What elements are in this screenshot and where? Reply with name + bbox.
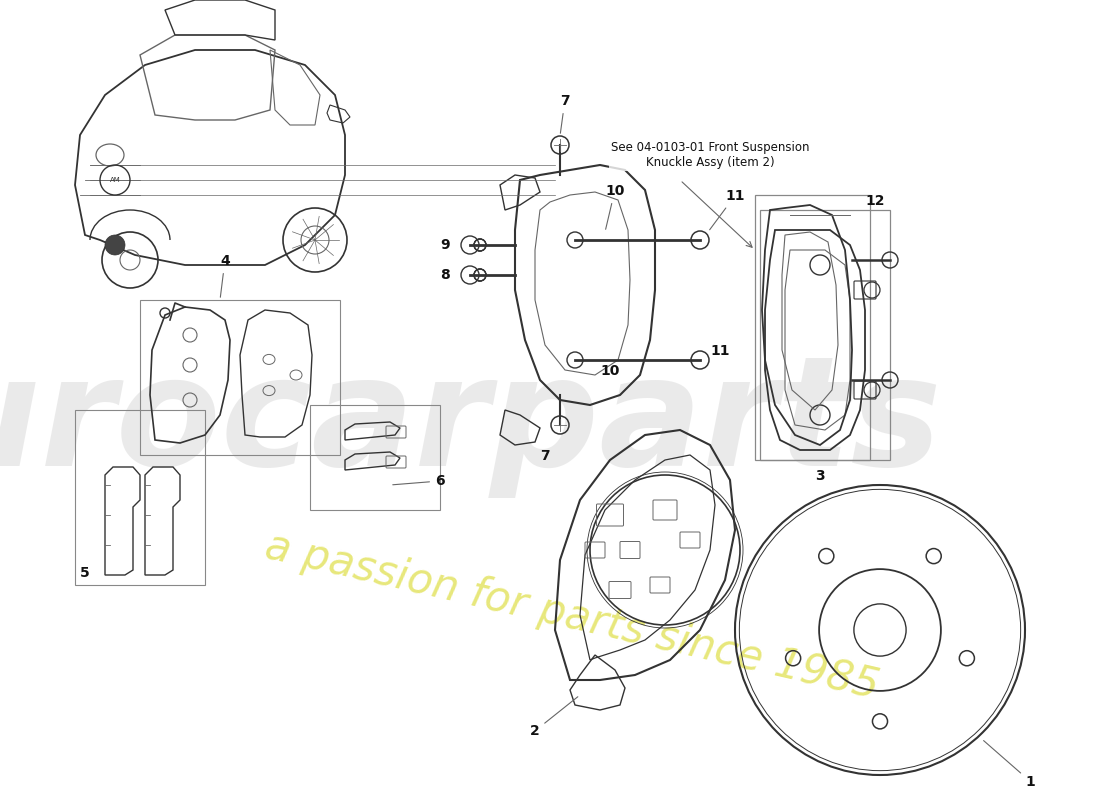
Text: 10: 10 [601,364,619,378]
Circle shape [104,235,125,255]
Text: 5: 5 [80,566,90,580]
Text: 2: 2 [530,697,578,738]
Text: 11: 11 [710,189,745,230]
Text: 3: 3 [815,469,825,483]
Text: AM: AM [110,177,120,183]
Text: 1: 1 [983,741,1035,789]
Text: 10: 10 [605,184,625,230]
Text: 6: 6 [393,474,444,488]
Text: 8: 8 [440,268,450,282]
Text: a passion for parts since 1985: a passion for parts since 1985 [261,525,883,707]
Text: 7: 7 [560,94,570,134]
Text: 7: 7 [540,449,550,463]
Text: 4: 4 [220,254,230,298]
Text: 9: 9 [440,238,450,252]
Text: eurocarparts: eurocarparts [0,350,942,498]
Text: See 04-0103-01 Front Suspension
Knuckle Assy (item 2): See 04-0103-01 Front Suspension Knuckle … [610,141,810,169]
Text: 12: 12 [865,194,884,208]
Text: 11: 11 [711,344,729,358]
